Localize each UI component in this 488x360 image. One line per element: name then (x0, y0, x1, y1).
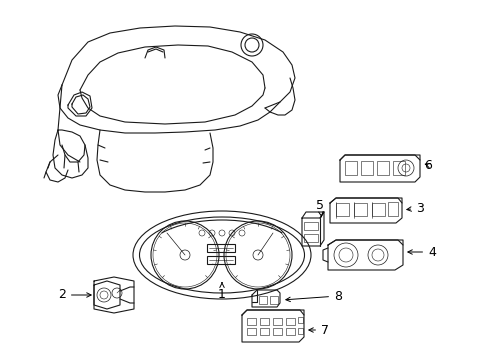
Text: 1: 1 (218, 283, 225, 302)
Text: 8: 8 (285, 289, 341, 302)
Bar (345, 161, 356, 175)
Bar (246, 328, 256, 335)
Text: 2: 2 (58, 288, 91, 302)
Bar (285, 318, 294, 325)
Bar (260, 318, 268, 325)
Bar (360, 161, 372, 175)
Bar (206, 256, 235, 264)
Bar (246, 318, 256, 325)
Bar (353, 203, 366, 216)
Text: 5: 5 (315, 198, 324, 217)
Bar (297, 328, 303, 334)
Bar (376, 161, 388, 175)
Bar (206, 244, 235, 252)
Bar (304, 222, 317, 230)
Bar (297, 317, 303, 323)
Bar (371, 203, 384, 216)
Bar (387, 202, 397, 216)
Bar (260, 328, 268, 335)
Text: 4: 4 (407, 246, 435, 258)
Bar (285, 328, 294, 335)
Text: 6: 6 (423, 158, 431, 171)
Bar (259, 296, 266, 304)
Bar (269, 296, 278, 304)
Bar (392, 161, 404, 175)
Bar (272, 318, 282, 325)
Bar (272, 328, 282, 335)
Bar (304, 234, 317, 242)
Bar (335, 203, 348, 216)
Text: 3: 3 (406, 202, 423, 215)
Text: 7: 7 (308, 324, 328, 337)
